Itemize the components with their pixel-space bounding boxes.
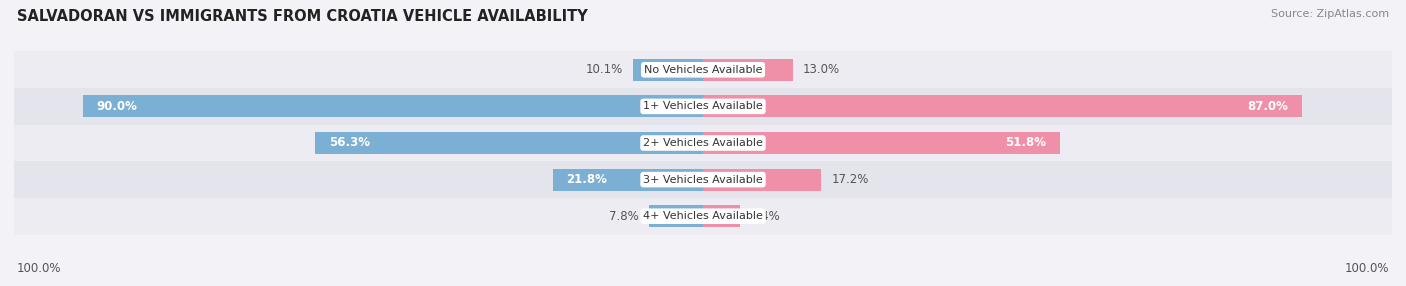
Text: SALVADORAN VS IMMIGRANTS FROM CROATIA VEHICLE AVAILABILITY: SALVADORAN VS IMMIGRANTS FROM CROATIA VE… [17, 9, 588, 23]
Text: 1+ Vehicles Available: 1+ Vehicles Available [643, 102, 763, 111]
Bar [703, 132, 1060, 154]
Text: 56.3%: 56.3% [329, 136, 370, 150]
Text: 90.0%: 90.0% [97, 100, 138, 113]
Text: 7.8%: 7.8% [609, 210, 638, 223]
Bar [14, 198, 1392, 235]
Text: 100.0%: 100.0% [1344, 262, 1389, 275]
Text: 2+ Vehicles Available: 2+ Vehicles Available [643, 138, 763, 148]
Text: 17.2%: 17.2% [832, 173, 869, 186]
Bar [315, 132, 703, 154]
Text: 21.8%: 21.8% [567, 173, 607, 186]
Bar [634, 59, 703, 81]
Bar [14, 125, 1392, 161]
Bar [553, 169, 703, 190]
Text: 100.0%: 100.0% [17, 262, 62, 275]
Text: 13.0%: 13.0% [803, 63, 839, 76]
Bar [14, 88, 1392, 125]
Text: 3+ Vehicles Available: 3+ Vehicles Available [643, 175, 763, 184]
Text: 5.4%: 5.4% [751, 210, 780, 223]
Bar [703, 205, 740, 227]
Bar [14, 161, 1392, 198]
Bar [83, 96, 703, 117]
Text: 4+ Vehicles Available: 4+ Vehicles Available [643, 211, 763, 221]
Text: 10.1%: 10.1% [586, 63, 623, 76]
Text: 87.0%: 87.0% [1247, 100, 1289, 113]
Text: No Vehicles Available: No Vehicles Available [644, 65, 762, 75]
Text: Source: ZipAtlas.com: Source: ZipAtlas.com [1271, 9, 1389, 19]
Bar [650, 205, 703, 227]
Bar [703, 169, 821, 190]
Bar [703, 96, 1302, 117]
Bar [703, 59, 793, 81]
Text: 51.8%: 51.8% [1005, 136, 1046, 150]
Bar [14, 51, 1392, 88]
